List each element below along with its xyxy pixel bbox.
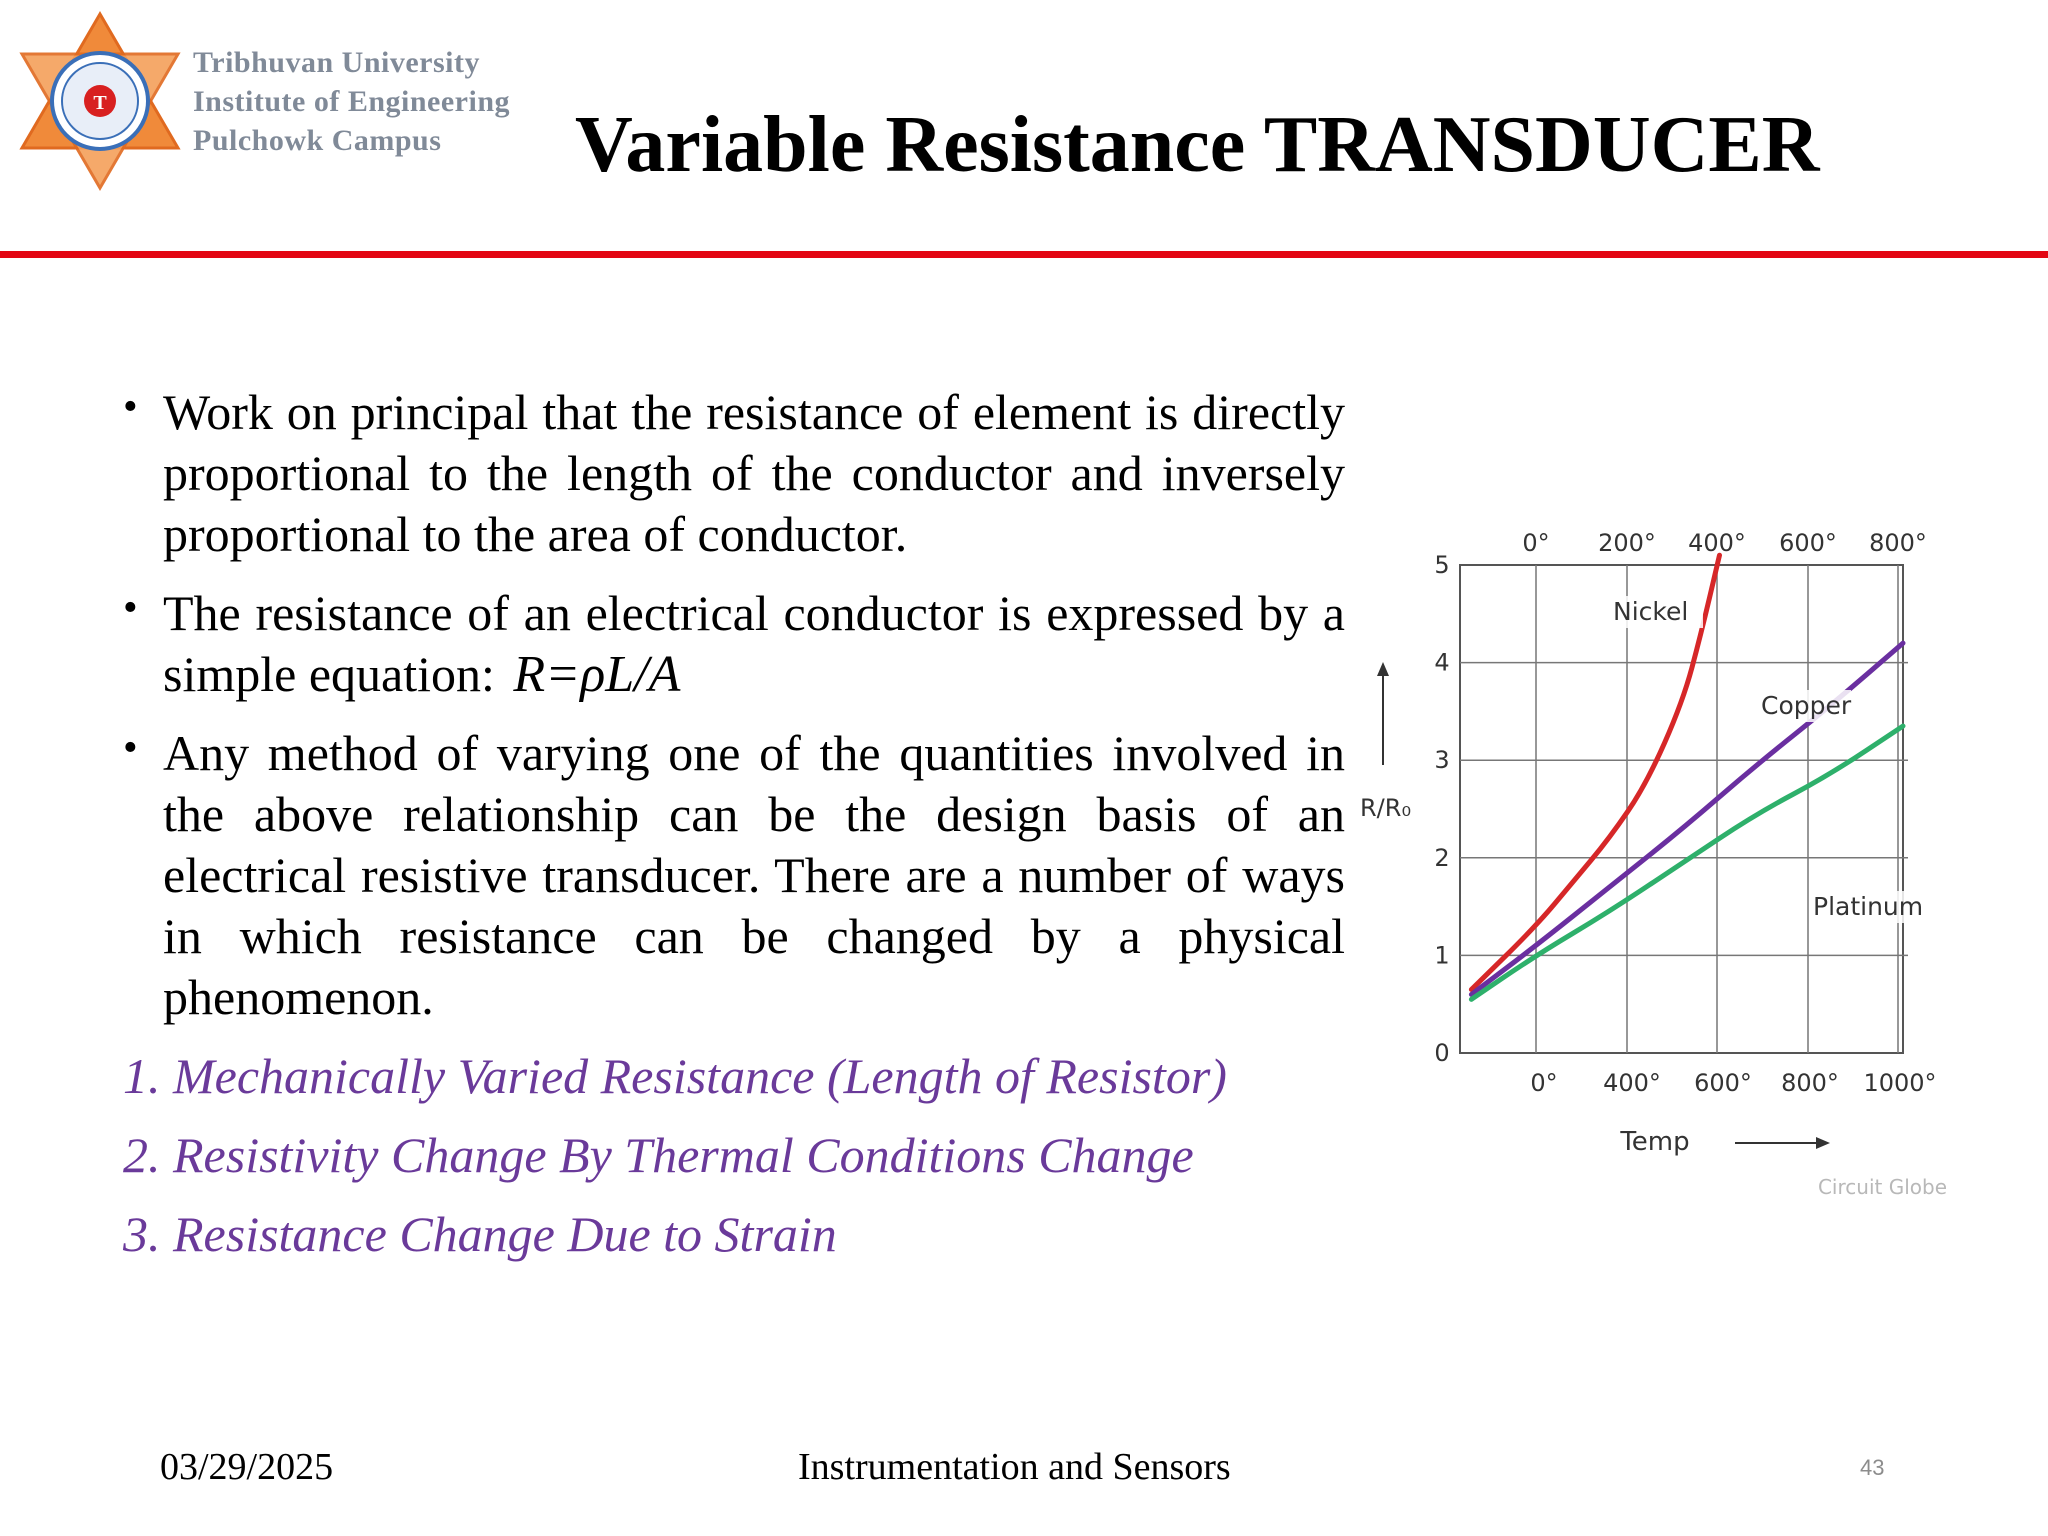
- bottom-tick-label: 0°: [1530, 1069, 1557, 1097]
- numbered-item: 1. Mechanically Varied Resistance (Lengt…: [123, 1048, 1227, 1104]
- series-label-nickel: Nickel: [1613, 597, 1688, 626]
- bottom-tick-label: 1000°: [1863, 1069, 1936, 1097]
- y-tick-label: 4: [1434, 649, 1449, 677]
- top-tick-label: 800°: [1869, 529, 1927, 557]
- logo-emblem-icon: T: [19, 11, 181, 191]
- bottom-tick-label: 600°: [1694, 1069, 1752, 1097]
- series-line-copper: [1468, 640, 1906, 997]
- plot-frame: [1459, 564, 1904, 1054]
- bullet-item: • Any method of varying one of the quant…: [123, 723, 1345, 1028]
- bullet-dot-icon: •: [123, 585, 138, 631]
- y-tick-label: 3: [1434, 746, 1449, 774]
- bottom-tick-label: 800°: [1781, 1069, 1839, 1097]
- logo-line-institute: Institute of Engineering: [193, 85, 511, 118]
- footer-date: 03/29/2025: [160, 1446, 334, 1488]
- header: [0, 0, 2048, 250]
- chart-svg: 0 1 2 3 4 5 0° 200° 400° 600° 800° 0° 400° 600° 800° 10…: [1360, 529, 1947, 1199]
- bullet-dot-icon: •: [123, 725, 138, 771]
- series-label-bg: [1757, 690, 1851, 722]
- top-tick-label: 0°: [1522, 529, 1549, 557]
- bullet-text: Any method of varying one of the quantit…: [163, 725, 1345, 1025]
- x-axis-arrow-head-icon: [1816, 1137, 1830, 1149]
- series-label-platinum: Platinum: [1813, 892, 1923, 921]
- top-tick-label: 400°: [1688, 529, 1746, 557]
- bullet-text: Work on principal that the resistance of…: [163, 384, 1345, 562]
- watermark-text: Circuit Globe: [1818, 1175, 1947, 1199]
- series-line-nickel: [1468, 552, 1722, 993]
- x-axis-label: Temp: [1619, 1127, 1689, 1157]
- bottom-tick-label: 400°: [1603, 1069, 1661, 1097]
- series-label-bg: [1809, 891, 1931, 923]
- institution-logo: T Tribhuvan University Institute of Engi…: [10, 8, 610, 194]
- y-axis-arrow-head-icon: [1377, 662, 1389, 676]
- y-tick-label: 5: [1434, 551, 1449, 579]
- slide-body: • Work on principal that the resistance …: [123, 382, 1345, 1265]
- y-tick-label: 0: [1434, 1039, 1449, 1067]
- series-label-bg: [1609, 596, 1703, 628]
- bullet-item: • The resistance of an electrical conduc…: [123, 583, 1345, 705]
- svg-text:T: T: [93, 92, 107, 114]
- slide-title: Variable Resistance TRANSDUCER: [575, 101, 1820, 189]
- footer-course: Instrumentation and Sensors: [798, 1446, 1231, 1488]
- series-line-platinum: [1468, 723, 1906, 1002]
- series-label-copper: Copper: [1761, 691, 1852, 720]
- y-tick-label: 1: [1434, 941, 1449, 969]
- resistance-equation: R=ρL/A: [513, 646, 681, 703]
- top-tick-label: 600°: [1779, 529, 1837, 557]
- numbered-item: 3. Resistance Change Due to Strain: [123, 1206, 837, 1262]
- logo-line-campus: Pulchowk Campus: [193, 124, 442, 157]
- bullet-dot-icon: •: [123, 384, 138, 430]
- numbered-item: 2. Resistivity Change By Thermal Conditi…: [123, 1127, 1194, 1183]
- bullet-item: • Work on principal that the resistance …: [123, 382, 1345, 565]
- title-divider: [0, 251, 2048, 258]
- logo-line-university: Tribhuvan University: [193, 46, 480, 79]
- resistance-temperature-chart: 0 1 2 3 4 5 0° 200° 400° 600° 800° 0° 400° 600° 800° 10…: [1360, 520, 1960, 1210]
- bullet-text: The resistance of an electrical conducto…: [163, 585, 1345, 702]
- page-number: 43: [1860, 1455, 1885, 1480]
- y-tick-label: 2: [1434, 844, 1449, 872]
- y-axis-label: R/R₀: [1360, 794, 1411, 822]
- top-tick-label: 200°: [1598, 529, 1656, 557]
